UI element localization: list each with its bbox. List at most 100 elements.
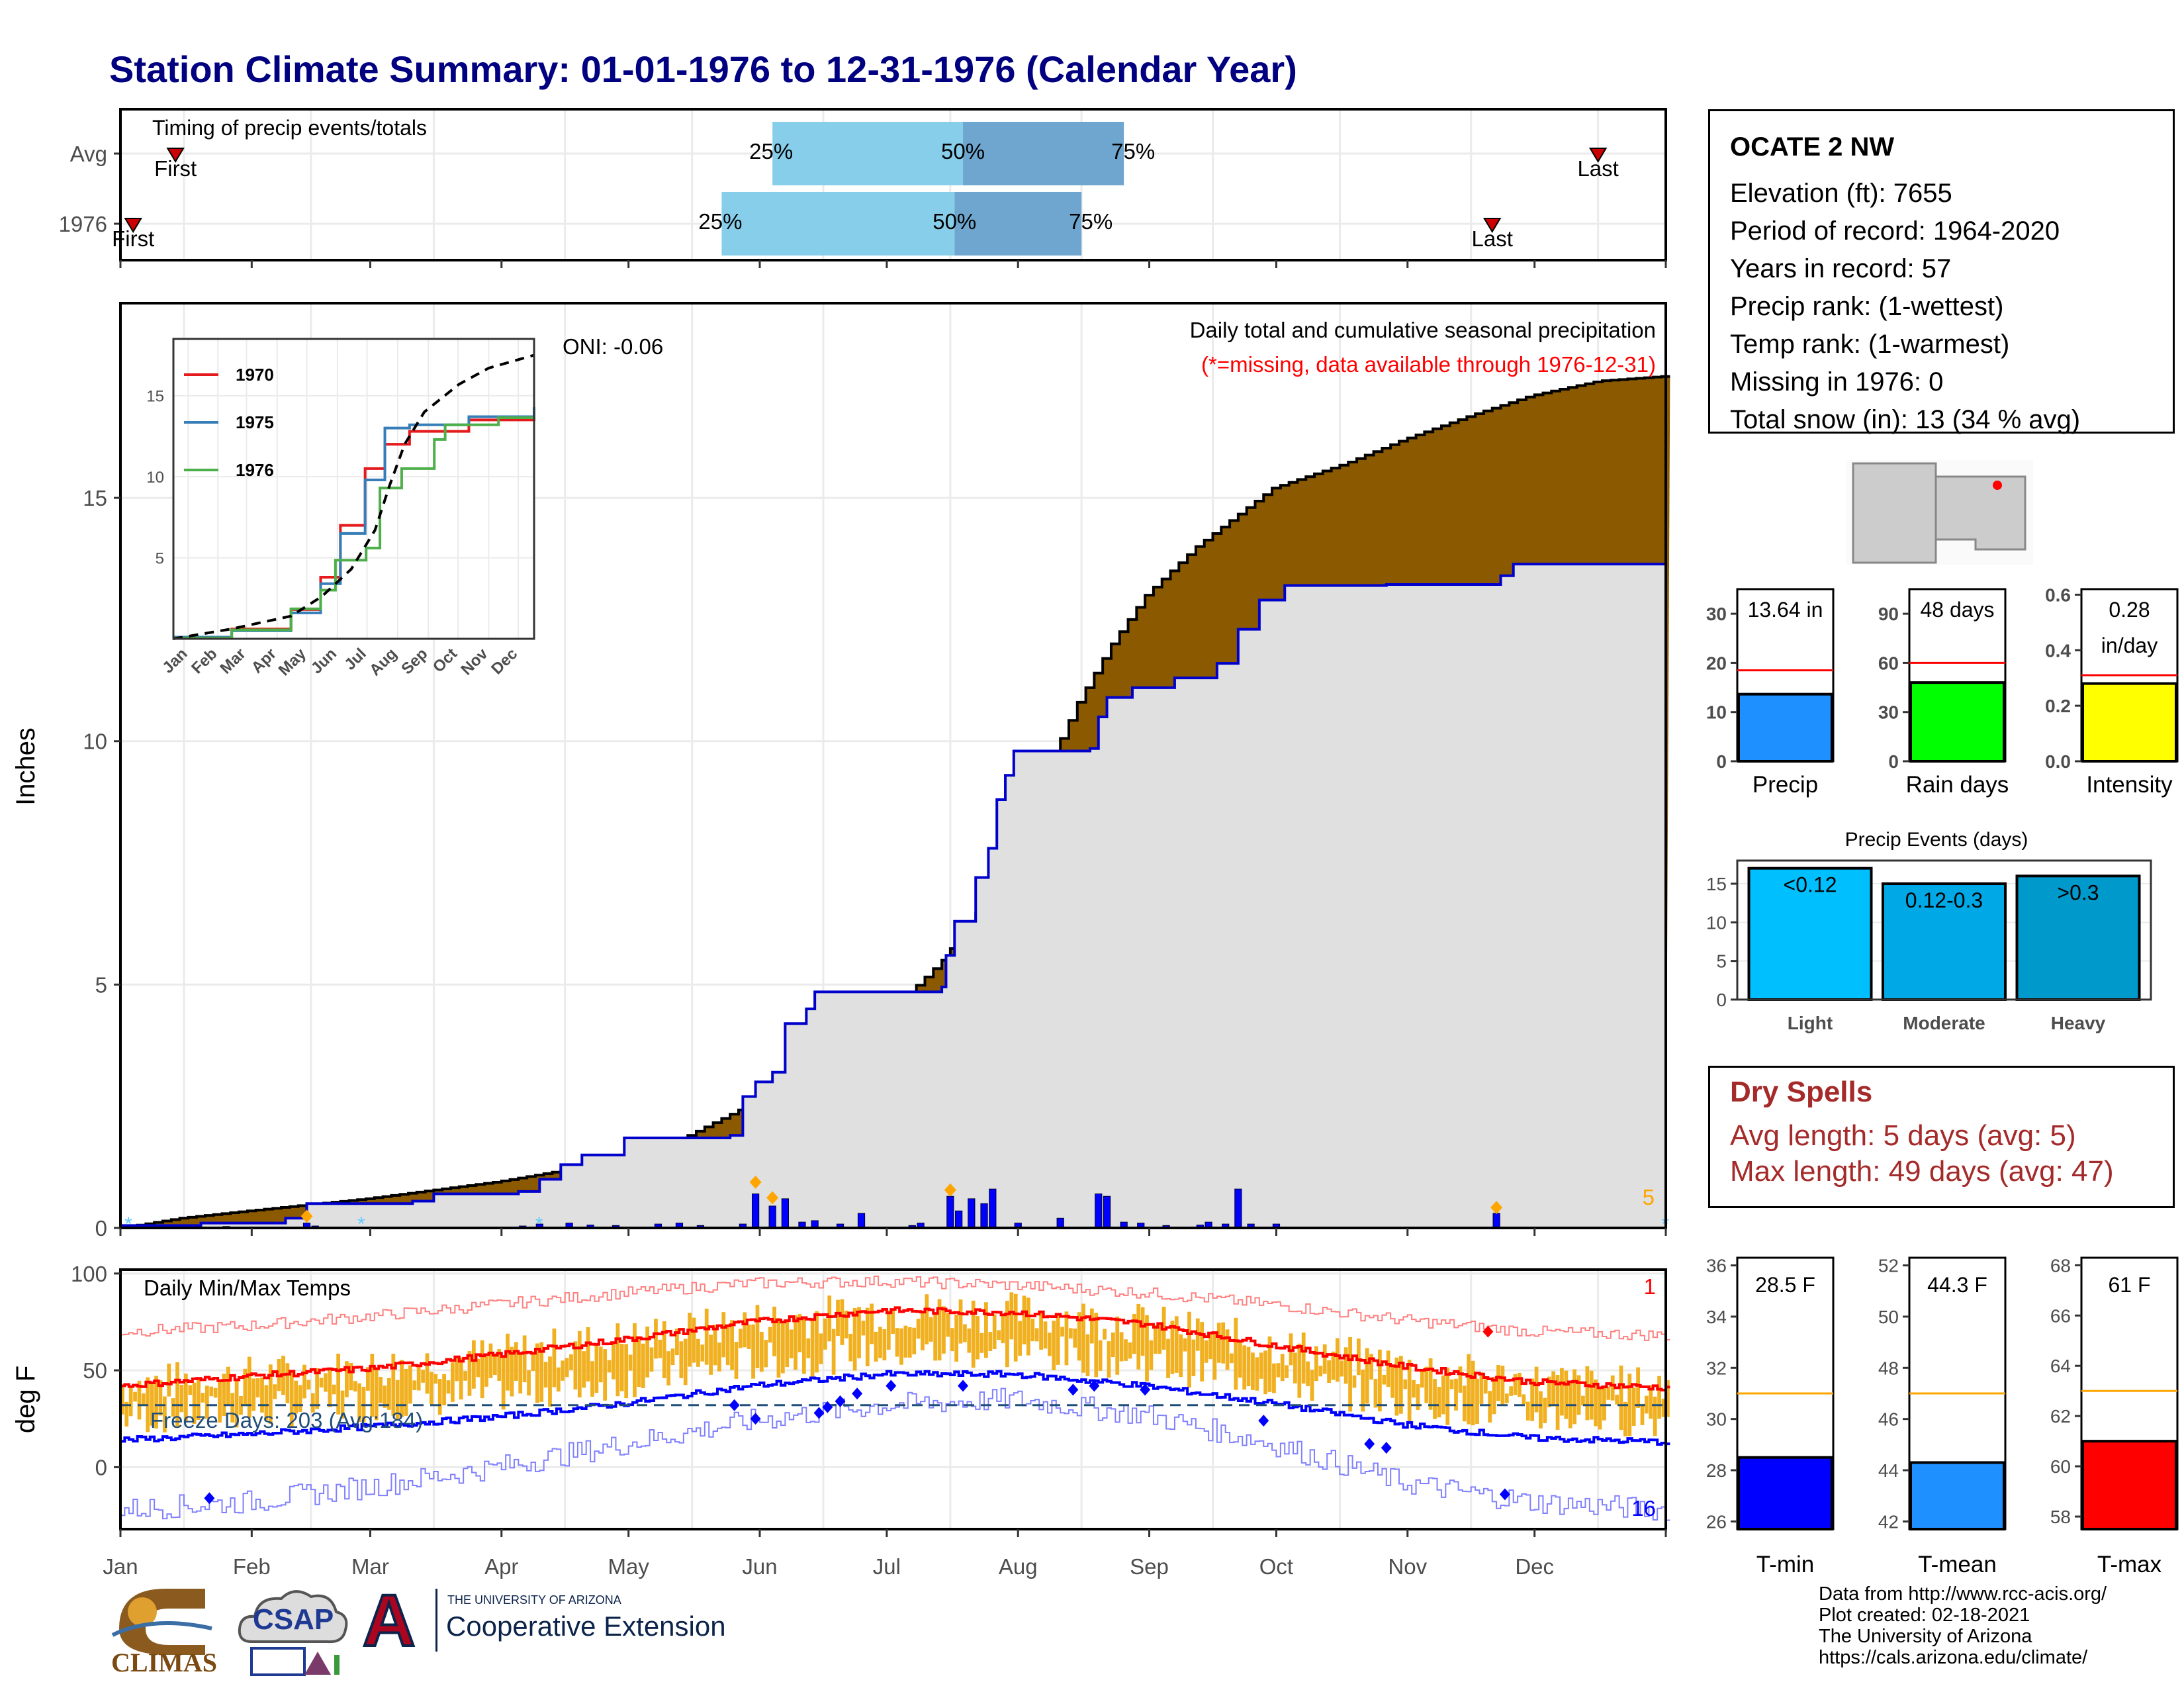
- temp-summary-y-tick-label: 62: [2050, 1406, 2071, 1427]
- first-event-marker: [124, 218, 142, 233]
- daily-temp-range-bar: [1572, 1369, 1577, 1425]
- daily-temp-range-bar: [412, 1380, 417, 1390]
- daily-temp-range-bar: [1276, 1363, 1281, 1378]
- daily-temp-range-bar: [1373, 1378, 1378, 1408]
- daily-temp-range-bar: [488, 1343, 493, 1378]
- daily-temp-range-bar: [1386, 1350, 1390, 1387]
- daily-temp-range-bar: [1471, 1360, 1475, 1426]
- daily-temp-range-bar: [1119, 1332, 1124, 1362]
- daily-temp-range-bar: [1212, 1333, 1217, 1380]
- daily-temp-range-bar: [725, 1324, 730, 1366]
- daily-temp-range-bar: [1048, 1333, 1052, 1356]
- summary-bar-value: 48 days: [1920, 598, 1994, 622]
- daily-temp-range-bar: [387, 1378, 391, 1410]
- daily-temp-range-bar: [1098, 1340, 1103, 1371]
- daily-temp-range-bar: [201, 1393, 205, 1403]
- precip-event-category: Light: [1788, 1013, 1833, 1033]
- daily-temp-range-bar: [1377, 1349, 1382, 1412]
- daily-temp-range-bar: [899, 1328, 903, 1365]
- daily-temp-range-bar: [1238, 1340, 1242, 1378]
- daily-temp-range-bar: [1174, 1316, 1179, 1373]
- daily-temp-range-bar: [598, 1346, 603, 1383]
- daily-temp-range-bar: [222, 1374, 226, 1417]
- daily-temp-range-bar: [1259, 1352, 1263, 1379]
- summary-y-tick-label: 90: [1878, 604, 1899, 624]
- snow-event-marker: [766, 1191, 779, 1205]
- daily-temp-range-bar: [391, 1354, 396, 1416]
- daily-temp-range-bar: [1666, 1380, 1670, 1417]
- daily-temp-range-bar: [747, 1325, 751, 1350]
- temp-summary-y-tick-label: 32: [1706, 1358, 1727, 1378]
- daily-temp-range-bar: [1407, 1360, 1412, 1421]
- daily-precip-bar: [1492, 1213, 1500, 1229]
- daily-temp-range-bar: [794, 1315, 797, 1370]
- daily-temp-range-bar: [1412, 1380, 1416, 1398]
- daily-temp-range-bar: [730, 1320, 734, 1370]
- daily-temp-range-bar: [1234, 1317, 1238, 1390]
- precip-event-category: Moderate: [1903, 1013, 1985, 1033]
- month-tick-label: Aug: [999, 1554, 1038, 1579]
- daily-temp-range-bar: [510, 1346, 514, 1397]
- timing-row-label: 1976: [59, 212, 107, 236]
- daily-temp-range-bar: [768, 1327, 772, 1343]
- daily-temp-range-bar: [1657, 1376, 1661, 1419]
- temp-summary-y-tick-label: 48: [1878, 1358, 1899, 1378]
- daily-temp-range-bar: [780, 1321, 785, 1374]
- daily-temp-range-bar: [1467, 1354, 1471, 1425]
- daily-temp-range-bar: [615, 1323, 620, 1397]
- daily-temp-range-bar: [1649, 1385, 1653, 1419]
- snow-asterisk: *: [357, 1213, 365, 1235]
- temp-summary-bar-T-max: [2081, 1440, 2177, 1531]
- inset-legend-label: 1976: [236, 460, 274, 480]
- events-y-tick-label: 10: [1706, 912, 1727, 933]
- daily-temp-range-bar: [336, 1353, 341, 1415]
- timing-p25-label: 25%: [749, 139, 793, 164]
- daily-temp-range-bar: [1357, 1338, 1361, 1376]
- daily-temp-range-bar: [590, 1361, 594, 1397]
- daily-temp-range-bar: [264, 1385, 269, 1421]
- daily-temp-range-bar: [1022, 1295, 1026, 1344]
- daily-temp-range-bar: [1645, 1395, 1649, 1414]
- daily-temp-range-bar: [1052, 1321, 1056, 1370]
- record-low-marker: [729, 1399, 740, 1411]
- daily-temp-range-bar: [366, 1367, 370, 1391]
- daily-temp-range-bar: [1504, 1393, 1509, 1403]
- record-low-marker: [1364, 1438, 1375, 1450]
- station-missing: Missing in 1976: 0: [1730, 367, 1944, 397]
- daily-temp-range-bar: [971, 1300, 976, 1368]
- daily-temp-range-bar: [1403, 1379, 1408, 1389]
- record-low-marker: [958, 1380, 969, 1392]
- daily-temp-range-bar: [1331, 1351, 1336, 1380]
- daily-precip-bar: [751, 1194, 760, 1229]
- daily-temp-range-bar: [298, 1385, 302, 1412]
- temp-summary-y-tick-label: 64: [2050, 1356, 2071, 1376]
- daily-temp-range-bar: [1428, 1358, 1433, 1410]
- daily-temp-range-bar: [1513, 1374, 1518, 1395]
- record-low-marker: [1068, 1383, 1079, 1396]
- daily-temp-range-bar: [455, 1357, 459, 1382]
- daily-temp-range-bar: [1166, 1338, 1170, 1378]
- temp-y-axis-label: deg F: [11, 1366, 40, 1433]
- temp-summary-y-tick-label: 30: [1706, 1409, 1727, 1430]
- daily-temp-range-bar: [963, 1324, 967, 1342]
- daily-temp-range-bar: [1627, 1374, 1632, 1436]
- daily-precip-bar: [1103, 1196, 1111, 1229]
- daily-temp-range-bar: [476, 1358, 480, 1378]
- daily-temp-range-bar: [492, 1353, 497, 1376]
- daily-temp-range-bar: [1115, 1316, 1120, 1375]
- daily-precip-bar: [968, 1198, 976, 1229]
- daily-temp-range-bar: [967, 1328, 972, 1353]
- daily-temp-range-bar: [1348, 1336, 1352, 1412]
- daily-temp-range-bar: [1518, 1372, 1522, 1397]
- temp-corner-red: 1: [1644, 1274, 1656, 1299]
- daily-temp-range-bar: [1280, 1354, 1285, 1382]
- freeze-days-label: Freeze Days: 203 (Avg:184): [150, 1408, 423, 1432]
- daily-temp-range-bar: [1594, 1379, 1598, 1427]
- temp-summary-label: T-mean: [1918, 1552, 1997, 1577]
- daily-temp-range-bar: [1327, 1360, 1331, 1383]
- daily-temp-range-bar: [810, 1318, 815, 1377]
- daily-temp-range-bar: [561, 1360, 565, 1381]
- summary-bar-label: Precip: [1752, 772, 1818, 798]
- daily-temp-range-bar: [637, 1336, 641, 1387]
